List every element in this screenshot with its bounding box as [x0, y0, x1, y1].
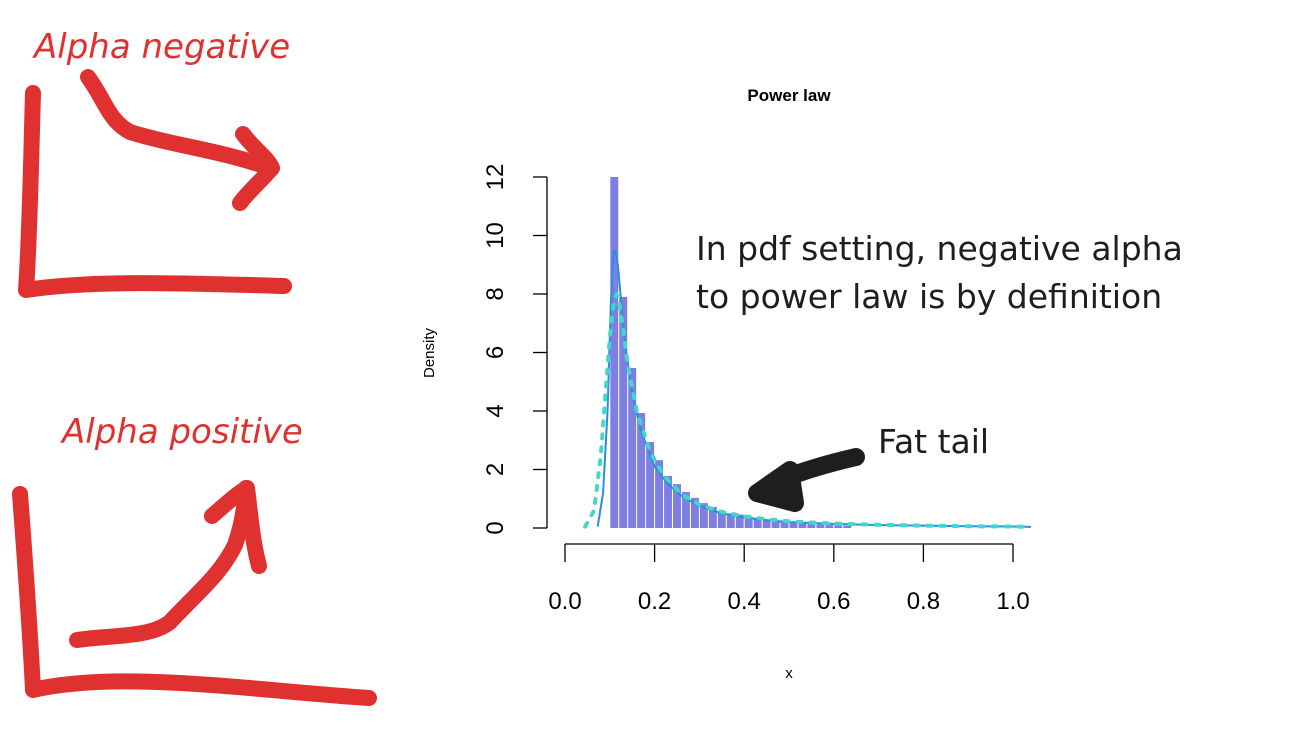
- y-tick-label: 12: [482, 164, 509, 191]
- fat-tail-annotation: Fat tail: [748, 422, 989, 512]
- note-annotation: In pdf setting, negative alpha to power …: [696, 229, 1183, 316]
- y-tick-label: 6: [482, 346, 509, 359]
- histogram-bar: [807, 523, 816, 528]
- histogram-bar: [717, 511, 726, 528]
- histogram-bar: [762, 520, 771, 528]
- dotted-curve: [583, 292, 1033, 529]
- alpha-negative-sketch: Alpha negative: [18, 27, 292, 298]
- histogram-bar: [726, 513, 735, 528]
- x-axis-label: x: [785, 665, 793, 682]
- y-tick-label: 2: [482, 463, 509, 476]
- note-line-2: to power law is by definition: [696, 277, 1162, 316]
- density-curves: [583, 249, 1033, 529]
- histogram-bar: [735, 514, 744, 528]
- histogram-bar: [628, 368, 637, 528]
- histogram-bar: [816, 524, 825, 528]
- histogram-bar: [843, 525, 852, 528]
- histogram-bar: [637, 413, 646, 528]
- histogram-bar: [673, 484, 681, 528]
- histogram-bar: [664, 475, 673, 528]
- alpha-negative-label: Alpha negative: [32, 27, 290, 67]
- histogram-bar: [699, 503, 708, 528]
- histogram-bar: [646, 442, 655, 528]
- note-line-1: In pdf setting, negative alpha: [696, 229, 1183, 268]
- histogram-bars: [610, 177, 852, 528]
- y-tick-label: 0: [482, 521, 509, 534]
- histogram-bar: [610, 177, 619, 528]
- histogram-bar: [744, 516, 753, 528]
- histogram-bar: [798, 523, 807, 528]
- fat-tail-label: Fat tail: [878, 422, 989, 461]
- y-axis: [533, 176, 548, 529]
- alpha-positive-label: Alpha positive: [60, 412, 303, 452]
- increasing-arrow-icon: [69, 480, 254, 648]
- chart: Power law 0 2 4 6 8 10 12 Density: [421, 86, 1033, 682]
- histogram-bar: [753, 518, 762, 528]
- histogram-bar: [780, 521, 789, 528]
- histogram-bar: [690, 497, 699, 528]
- alpha-positive-sketch: Alpha positive: [12, 412, 377, 706]
- histogram-bar: [771, 520, 780, 528]
- arrowhead-icon: [748, 461, 804, 512]
- x-tick-label: 0.4: [728, 588, 761, 615]
- y-axis-label: Density: [421, 327, 438, 378]
- arrowhead-icon: [232, 126, 280, 211]
- x-tick-label: 0.2: [638, 588, 671, 615]
- x-tick-label: 0.6: [817, 588, 850, 615]
- histogram-bar: [789, 522, 798, 528]
- histogram-bar: [825, 525, 834, 528]
- decreasing-arrow-icon: [80, 69, 278, 176]
- x-tick-label: 1.0: [996, 588, 1029, 615]
- histogram-bar: [655, 460, 664, 528]
- y-tick-labels: 0 2 4 6 8 10 12: [482, 164, 509, 535]
- axis-l-shape-icon: [12, 486, 377, 706]
- histogram-bar: [681, 492, 690, 528]
- x-axis: [564, 543, 1014, 562]
- histogram-bar: [619, 296, 628, 528]
- histogram-bar: [708, 506, 717, 528]
- y-tick-label: 8: [482, 287, 509, 300]
- axis-l-shape-icon: [18, 85, 292, 298]
- x-tick-labels: 0.0 0.2 0.4 0.6 0.8 1.0: [548, 588, 1029, 615]
- y-tick-label: 4: [482, 404, 509, 417]
- chart-title: Power law: [747, 86, 831, 105]
- y-tick-label: 10: [482, 222, 509, 249]
- x-tick-label: 0.0: [548, 588, 581, 615]
- histogram-bar: [834, 525, 843, 528]
- x-tick-label: 0.8: [907, 588, 940, 615]
- arrowhead-icon: [204, 480, 267, 574]
